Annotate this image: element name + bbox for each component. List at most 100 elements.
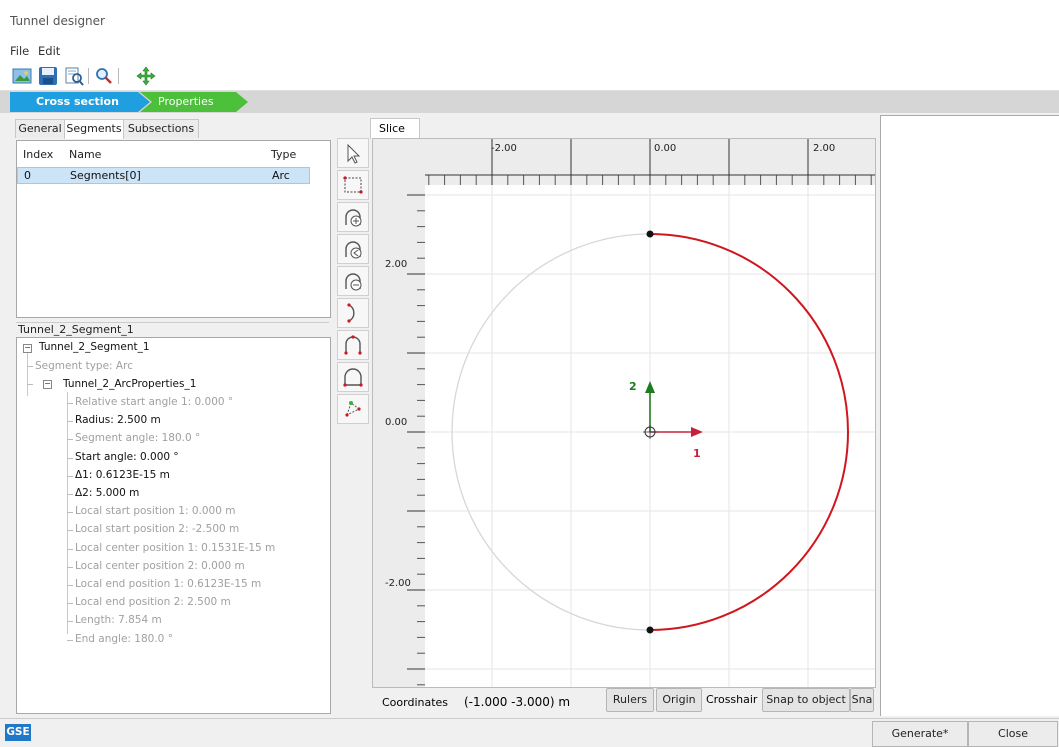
cell-name: Segments[0] xyxy=(70,169,141,182)
select-tool-button[interactable] xyxy=(337,138,369,168)
tab-slice[interactable]: Slice xyxy=(370,118,420,139)
tree-property[interactable]: Local end position 2: 2.500 m xyxy=(75,596,231,609)
drawing-tool-strip xyxy=(337,136,371,716)
tree-property[interactable]: Length: 7.854 m xyxy=(75,614,162,627)
ruler-left xyxy=(373,139,425,687)
tree-connector xyxy=(67,512,73,514)
ruler-corner xyxy=(373,139,425,185)
tree-property[interactable]: Δ1: 0.6123E-15 m xyxy=(75,468,170,481)
menu-bar: File Edit xyxy=(0,40,1059,62)
column-header-type[interactable]: Type xyxy=(271,148,297,161)
tree-arc-properties[interactable]: Tunnel_2_ArcProperties_1 xyxy=(63,378,197,390)
tree-connector xyxy=(27,366,33,367)
column-header-index[interactable]: Index xyxy=(23,148,54,161)
step-arrows xyxy=(10,92,248,112)
horseshoe-icon xyxy=(344,335,362,355)
rulers-toggle[interactable]: Rulers xyxy=(606,688,654,712)
insert-segment-button[interactable] xyxy=(337,234,369,264)
ruler-ticks xyxy=(407,139,875,686)
tree-property[interactable]: Local end position 1: 0.6123E-15 m xyxy=(75,578,262,590)
arc-segment-button[interactable] xyxy=(337,298,369,328)
shape-tool-button[interactable] xyxy=(337,394,369,424)
pan-move-icon[interactable] xyxy=(136,66,156,86)
tree-connector xyxy=(67,548,73,550)
menu-edit[interactable]: Edit xyxy=(38,44,61,58)
tree-root[interactable]: Tunnel_2_Segment_1 xyxy=(39,341,150,353)
snap-toggle-truncated[interactable]: Sna xyxy=(850,688,874,712)
toolbar-separator xyxy=(118,68,119,84)
slice-drawing[interactable]: -2.00 0.00 2.00 2.00 0.00 -2.00 1 2 xyxy=(373,139,875,687)
horseshoe-shape-button[interactable] xyxy=(337,330,369,360)
arc-insert-icon xyxy=(345,241,362,259)
arc-start-point[interactable] xyxy=(646,626,654,634)
ruler-top-label-2: 2.00 xyxy=(813,143,835,154)
snap-to-object-toggle[interactable]: Snap to object xyxy=(762,688,850,712)
slice-canvas[interactable]: -2.00 0.00 2.00 2.00 0.00 -2.00 1 2 xyxy=(372,138,876,688)
tab-general[interactable]: General xyxy=(15,119,65,138)
canvas-status-bar: Coordinates (-1.000 -3.000) m Rulers Ori… xyxy=(372,688,874,716)
title-bar: Tunnel designer xyxy=(0,0,1059,40)
rectangle-select-icon xyxy=(343,176,363,194)
collapse-icon[interactable]: − xyxy=(23,343,32,353)
tree-connector xyxy=(67,621,73,623)
rectangle-select-button[interactable] xyxy=(337,170,369,200)
column-header-name[interactable]: Name xyxy=(69,148,102,161)
tree-connector xyxy=(67,421,73,423)
right-panel xyxy=(880,115,1059,716)
tunnel-profile-button[interactable] xyxy=(337,362,369,392)
axis-1-arrow xyxy=(691,427,703,437)
coordinates-value: (-1.000 -3.000) m xyxy=(464,695,571,709)
tree-property[interactable]: Segment angle: 180.0 ° xyxy=(75,432,201,445)
properties-title: Tunnel_2_Segment_1 xyxy=(18,323,134,336)
tree-property[interactable]: Δ2: 5.000 m xyxy=(75,487,140,499)
remove-segment-button[interactable] xyxy=(337,266,369,296)
toolbar xyxy=(0,62,1059,91)
tree-connector xyxy=(67,603,73,605)
ruler-left-label-0: 0.00 xyxy=(385,417,407,428)
tree-property[interactable]: Radius: 2.500 m xyxy=(75,414,161,427)
property-tree: − Tunnel_2_Segment_1 Segment type: Arc −… xyxy=(16,337,331,714)
table-row[interactable]: 0 Segments[0] Arc xyxy=(17,167,310,184)
properties-header: Tunnel_2_Segment_1 xyxy=(16,322,329,338)
window-title: Tunnel designer xyxy=(10,14,105,28)
save-icon[interactable] xyxy=(38,66,58,86)
axis-1-label: 1 xyxy=(693,447,701,460)
toolbar-separator xyxy=(88,68,89,84)
ruler-top-label-0: 0.00 xyxy=(654,143,676,154)
crosshair-toggle[interactable]: Crosshair xyxy=(706,693,758,706)
tab-segments[interactable]: Segments xyxy=(64,119,124,139)
open-image-icon[interactable] xyxy=(12,66,32,86)
tunnel-profile-icon xyxy=(343,368,363,387)
tree-connector xyxy=(67,457,73,459)
tree-property[interactable]: Local center position 1: 0.1531E-15 m xyxy=(75,541,276,554)
step-properties[interactable]: Properties xyxy=(158,95,214,108)
tab-subsections[interactable]: Subsections xyxy=(123,119,199,138)
arc-segment[interactable] xyxy=(649,233,849,631)
tree-connector xyxy=(67,494,73,495)
ruler-top-label-neg2: -2.00 xyxy=(491,143,517,154)
ruler-top xyxy=(373,139,875,185)
arc-end-point[interactable] xyxy=(646,230,654,238)
tree-connector xyxy=(67,639,73,641)
tree-property[interactable]: Relative start angle 1: 0.000 ° xyxy=(75,396,234,408)
close-button[interactable]: Close xyxy=(968,721,1058,747)
print-preview-icon[interactable] xyxy=(64,66,84,86)
zoom-icon[interactable] xyxy=(94,66,114,86)
tree-property[interactable]: Start angle: 0.000 ° xyxy=(75,450,179,463)
add-segment-button[interactable] xyxy=(337,202,369,232)
menu-file[interactable]: File xyxy=(10,44,30,58)
tree-property[interactable]: Local start position 1: 0.000 m xyxy=(75,505,236,518)
cell-index: 0 xyxy=(24,169,31,182)
arc-segment-icon xyxy=(347,303,355,323)
step-cross-section[interactable]: Cross section xyxy=(36,95,119,108)
cursor-icon xyxy=(347,143,361,164)
tree-property[interactable]: Local center position 2: 0.000 m xyxy=(75,559,245,572)
slice-tab-label: Slice xyxy=(379,122,405,135)
generate-button[interactable]: Generate* xyxy=(872,721,968,747)
origin-toggle[interactable]: Origin xyxy=(656,688,702,712)
tree-property[interactable]: End angle: 180.0 ° xyxy=(75,632,173,645)
tree-property[interactable]: Local start position 2: -2.500 m xyxy=(75,523,240,536)
collapse-icon[interactable]: − xyxy=(43,379,52,389)
segments-table: Index Name Type 0 Segments[0] Arc xyxy=(16,140,331,318)
tree-connector xyxy=(67,403,73,404)
